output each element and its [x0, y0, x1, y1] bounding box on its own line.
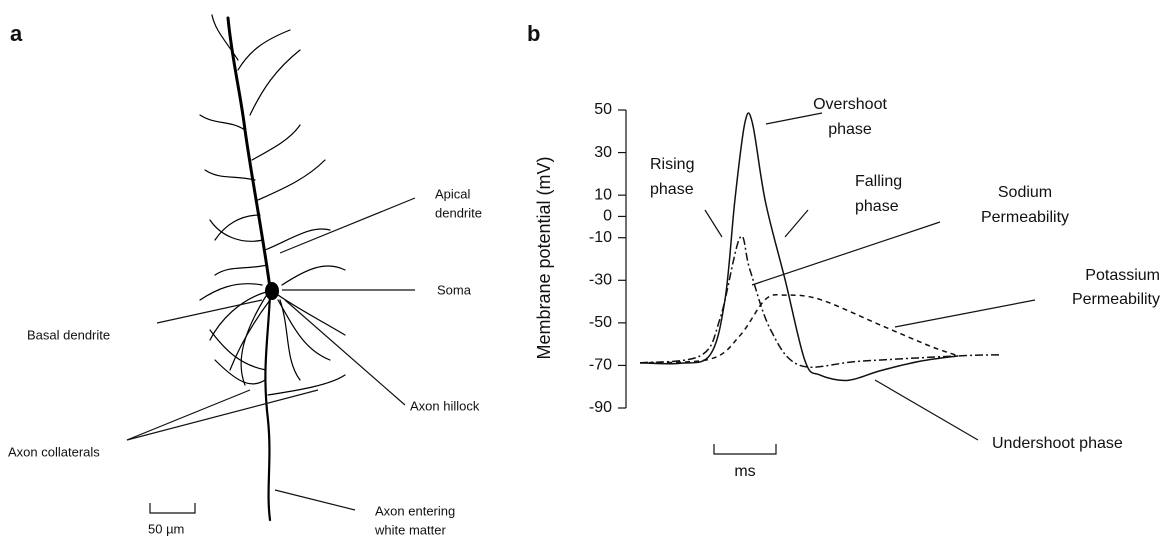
annotation: Falling [855, 173, 902, 190]
leader-line [284, 299, 406, 406]
annotation: Apical [435, 186, 471, 201]
y-tick-label: -50 [589, 314, 612, 331]
leader-line [126, 389, 251, 441]
soma [265, 282, 279, 300]
panel-letter: a [10, 21, 23, 46]
y-tick-label: -90 [589, 399, 612, 416]
leader-line [784, 209, 809, 238]
annotation: phase [855, 198, 899, 215]
y-axis-label: Membrane potential (mV) [534, 156, 554, 359]
y-tick-label: 10 [594, 186, 612, 203]
neuron [199, 14, 346, 522]
panel-letter: b [527, 21, 540, 46]
annotation: dendrite [435, 205, 482, 220]
leader-line [874, 379, 979, 441]
annotation: Axon collaterals [8, 444, 100, 459]
leader-line [279, 197, 416, 254]
leader-line [894, 299, 1036, 328]
leader-line [126, 389, 319, 441]
leader-line [274, 489, 356, 511]
leader-line [156, 299, 263, 324]
leader-line [704, 209, 723, 238]
annotation: phase [650, 181, 694, 198]
annotation: Permeability [981, 209, 1069, 226]
y-tick-label: 30 [594, 144, 612, 161]
y-tick-label: 0 [603, 208, 612, 225]
annotation: Potassium [1085, 267, 1160, 284]
y-tick-label: -10 [589, 229, 612, 246]
scale-bar [713, 444, 777, 455]
y-tick-label: -70 [589, 357, 612, 374]
annotation: Axon hillock [410, 398, 480, 413]
y-tick-label: 50 [594, 101, 612, 118]
annotation: Basal dendrite [27, 327, 110, 342]
leader-line [765, 112, 823, 125]
scale-bar-label: ms [734, 463, 755, 480]
panel-a: a 50 µm Apical dendrite Soma Basal dendrite… [8, 14, 482, 537]
annotation: Axon entering [375, 503, 455, 518]
series-line [639, 112, 959, 382]
annotation: Undershoot phase [992, 435, 1123, 452]
axon [264, 293, 272, 522]
y-tick-label: -30 [589, 272, 612, 289]
annotation: phase [828, 121, 872, 138]
annotation: Permeability [1072, 291, 1160, 308]
annotation: Soma [437, 282, 472, 297]
annotation: white matter [374, 522, 446, 537]
scale-bar-label: 50 µm [148, 521, 184, 536]
leader-line [751, 221, 941, 286]
annotation: Overshoot [813, 96, 887, 113]
scale-bar [149, 503, 196, 514]
annotation: Rising [650, 156, 694, 173]
series-line [639, 235, 1001, 368]
panel-b: b Membrane potential (mV) ms Overshoot ph… [527, 21, 1160, 480]
annotation: Sodium [998, 184, 1052, 201]
series-line [639, 294, 959, 364]
